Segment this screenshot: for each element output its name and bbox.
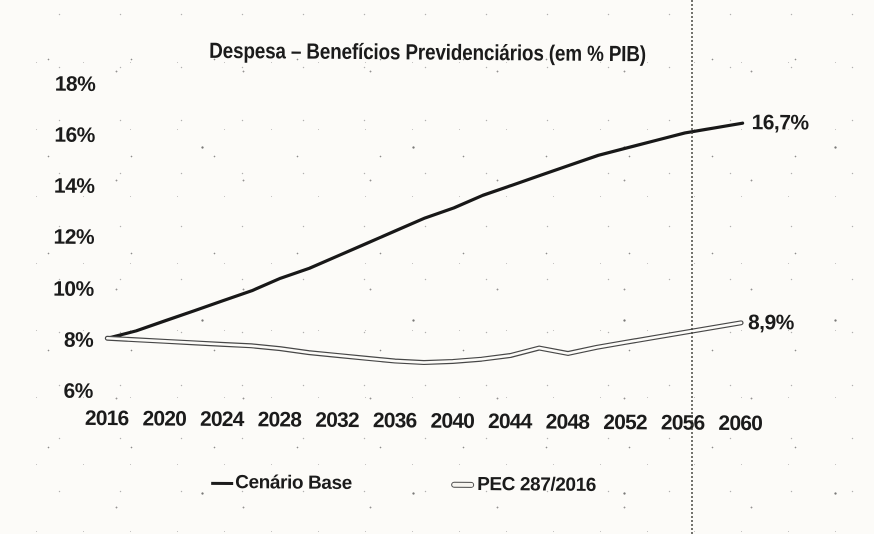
legend-label-pec: PEC 287/2016 xyxy=(477,473,597,496)
pec-line-legend-marker-icon xyxy=(451,481,475,488)
pec-end-label: 8,9% xyxy=(747,310,795,335)
base-line-legend-marker-icon xyxy=(211,481,234,485)
scan-fold-line xyxy=(691,0,693,534)
legend-item-pec: PEC 287/2016 xyxy=(451,472,596,499)
legend-item-cenario-base: Cenário Base xyxy=(211,470,352,497)
pec-line-series xyxy=(104,320,744,366)
base-line-series xyxy=(105,121,745,340)
base-end-label: 16,7% xyxy=(751,111,809,135)
pec-line-series-fill xyxy=(106,321,743,364)
legend-label-cenario-base: Cenário Base xyxy=(235,472,352,494)
